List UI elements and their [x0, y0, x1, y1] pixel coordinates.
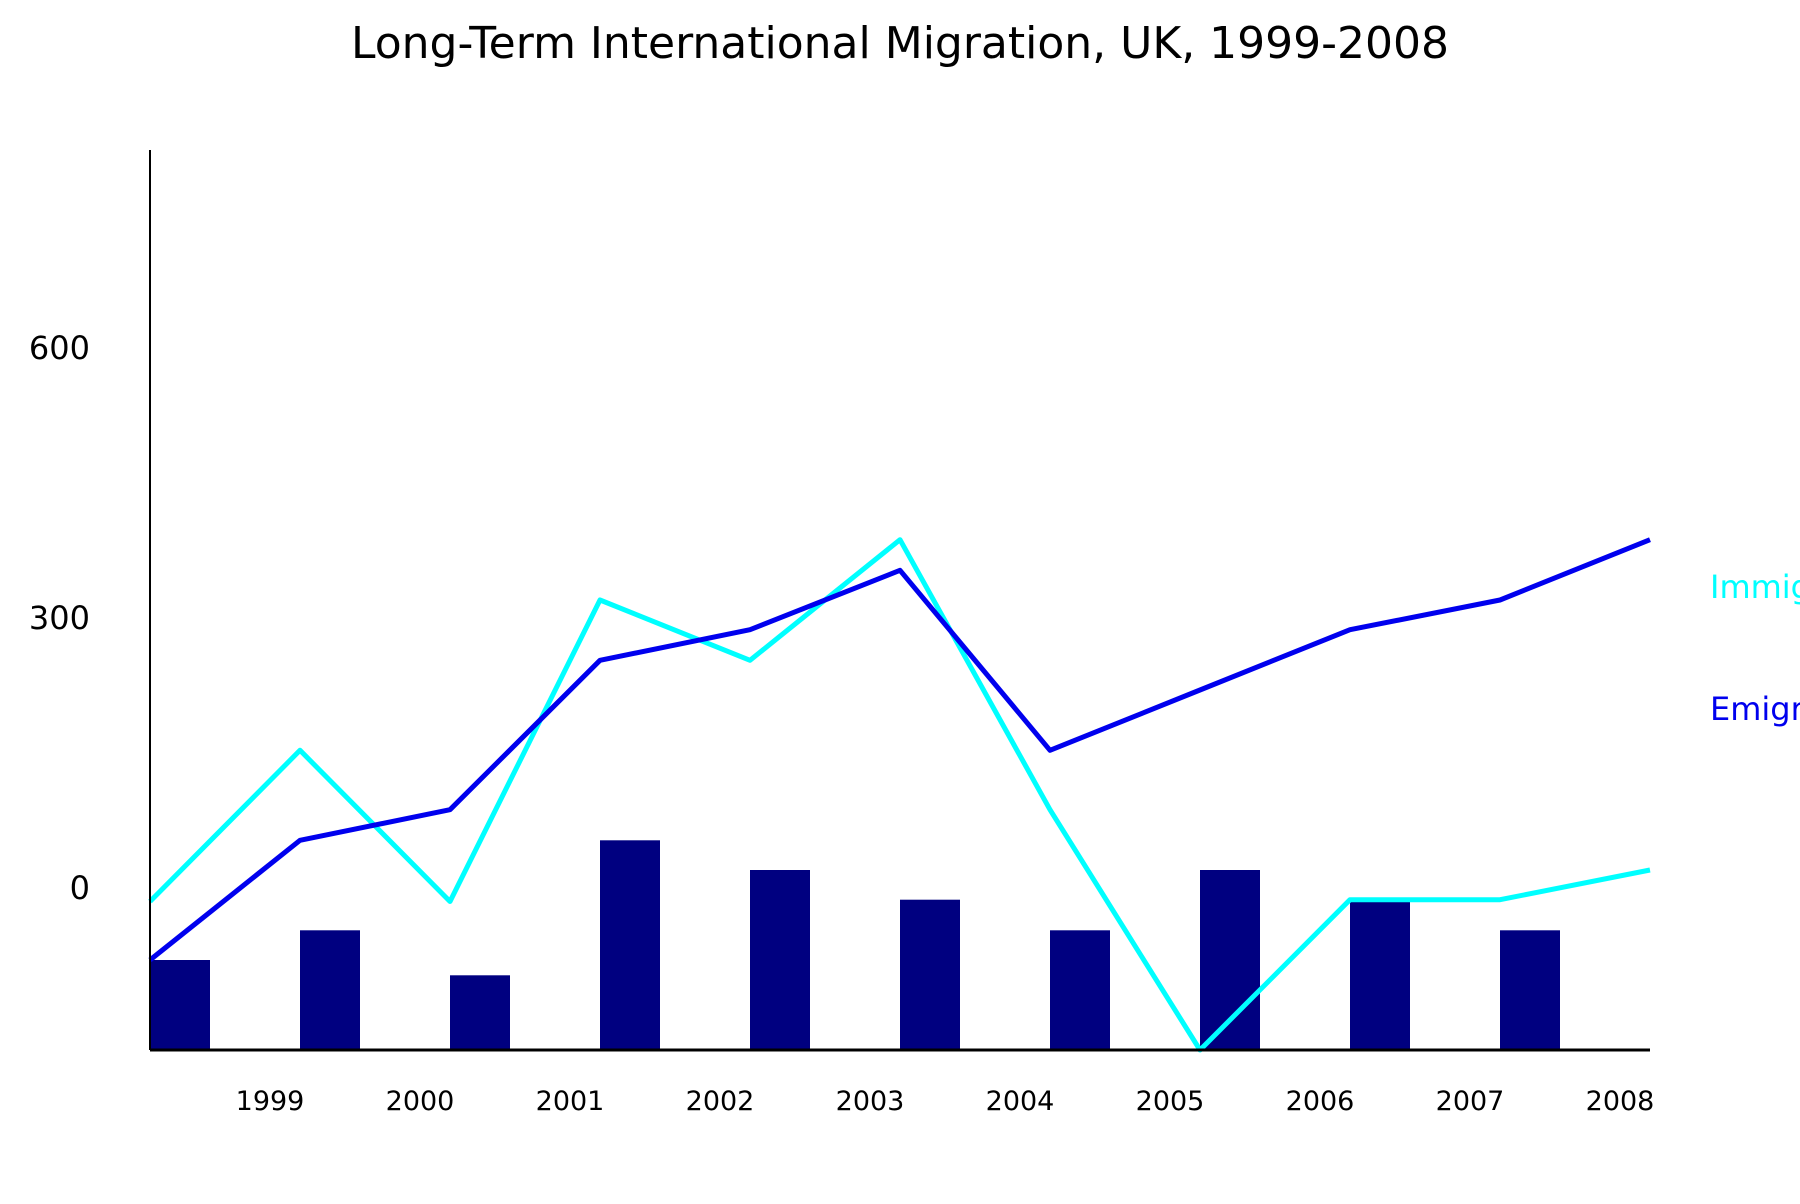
y-tick-label-1: 300 — [29, 599, 90, 637]
legend: Immigration Emigration — [1710, 568, 1800, 728]
y-tick-labels: 600 300 0 — [29, 329, 90, 907]
bar-4 — [750, 870, 810, 1050]
chart-title: Long-Term International Migration, UK, 1… — [351, 18, 1449, 69]
x-tick-label-1999: 1999 — [236, 1086, 305, 1117]
legend-label-emigration: Emigration — [1710, 690, 1800, 728]
y-tick-label-2: 0 — [70, 869, 90, 907]
x-tick-label-2000: 2000 — [386, 1086, 455, 1117]
x-tick-label-2002: 2002 — [686, 1086, 755, 1117]
y-tick-label-0: 600 — [29, 329, 90, 367]
x-tick-label-2006: 2006 — [1286, 1086, 1355, 1117]
x-tick-label-2008: 2008 — [1586, 1086, 1655, 1117]
x-tick-label-2005: 2005 — [1136, 1086, 1205, 1117]
bar-5 — [900, 899, 960, 1050]
legend-label-immigration: Immigration — [1710, 568, 1800, 606]
bar-8 — [1350, 899, 1410, 1050]
bar-1 — [300, 930, 360, 1050]
x-tick-label-2004: 2004 — [986, 1086, 1055, 1117]
bar-3 — [600, 840, 660, 1050]
lines-layer — [148, 537, 1651, 1053]
bar-9 — [1500, 930, 1560, 1050]
x-tick-label-2003: 2003 — [836, 1086, 905, 1117]
series-line-immigration — [148, 537, 1651, 1053]
series-line-emigration — [148, 537, 1651, 962]
bars-layer — [150, 840, 1560, 1050]
x-tick-label-2001: 2001 — [536, 1086, 605, 1117]
bar-0 — [150, 960, 210, 1050]
x-tick-labels: 1999 2000 2001 2002 2003 2004 2005 2006 2007 2008 — [236, 1086, 1655, 1117]
bar-2 — [450, 975, 510, 1050]
x-tick-label-2007: 2007 — [1436, 1086, 1505, 1117]
bar-6 — [1050, 930, 1110, 1050]
axes-layer — [149, 150, 1650, 1052]
